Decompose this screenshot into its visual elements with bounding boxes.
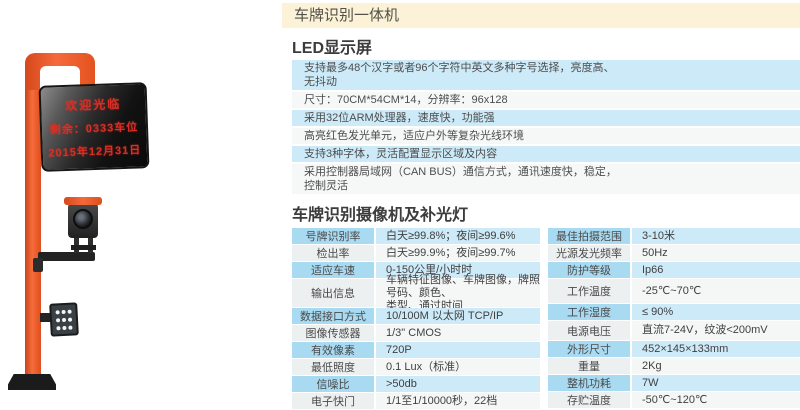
spec-value: 720P [376,342,540,358]
fill-light-led-dot [62,325,67,330]
page-title: 车牌识别一体机 [282,3,800,28]
camera-spec-table: 号牌识别率 白天≥99.8%；夜间≥99.6% 检出率 白天≥99.9%；夜间≥… [292,228,540,410]
fill-light-led-dot [68,317,73,322]
spec-value: 1/1至1/10000秒，22档 [376,393,540,409]
spec-value: 7W [632,375,800,391]
spec-label: 最低照度 [292,359,376,375]
led-feature-row: 采用32位ARM处理器，速度快，功能强 [292,110,800,128]
spec-label: 存贮温度 [548,392,632,408]
spec-label: 重量 [548,358,632,374]
spec-row: 工作湿度 ≤ 90% [548,304,800,321]
camera-sunshade-cap [64,197,102,205]
camera-bracket-arm [38,252,95,261]
spec-row: 防护等级 Ip66 [548,262,800,279]
spec-value: 452×145×133mm [632,341,800,357]
spec-row: 电子快门 1/1至1/10000秒，22档 [292,393,540,410]
spec-value: 白天≥99.9%；夜间≥99.7% [376,245,540,261]
spec-row: 信噪比 >50db [292,376,540,393]
spec-row: 外形尺寸 452×145×133mm [548,341,800,358]
light-spec-table: 最佳拍摄范围 3-10米 光源发光频率 50Hz 防护等级 Ip66 工作温度 … [548,228,800,409]
spec-value: 直流7-24V，纹波<200mV [632,321,800,340]
fill-light-led-dot [55,309,60,314]
spec-row: 存贮温度 -50℃~120℃ [548,392,800,409]
spec-value: 50Hz [632,245,800,261]
spec-value: 白天≥99.8%；夜间≥99.6% [376,228,540,244]
spec-value: >50db [376,376,540,392]
fill-light-led-dot [55,317,60,322]
spec-row: 光源发光频率 50Hz [548,245,800,262]
spec-value: Ip66 [632,262,800,278]
led-display-line-3: 2015年12月31日 [48,143,142,160]
led-display-line-1: 欢迎光临 [64,96,122,113]
spec-row: 工作温度 -25℃~70℃ [548,279,800,304]
camera-lens [73,209,93,229]
spec-row: 图像传感器 1/3" CMOS [292,325,540,342]
fill-light-bracket [40,313,53,322]
spec-label: 电子快门 [292,393,376,409]
spec-value: 10/100M 以太网 TCP/IP [376,308,540,324]
fill-light-led-dot [67,309,73,314]
spec-label: 光源发光频率 [548,245,632,261]
spec-label: 输出信息 [292,279,376,307]
spec-row: 整机功耗 7W [548,375,800,392]
spec-row: 最低照度 0.1 Lux（标准） [292,359,540,376]
spec-label: 检出率 [292,245,376,261]
spec-row: 检出率 白天≥99.9%；夜间≥99.7% [292,245,540,262]
spec-value: ≤ 90% [632,304,800,320]
spec-label: 工作温度 [548,279,632,303]
led-display-line-2: 剩余：0333车位 [49,120,139,137]
fill-light-led-dot [61,317,67,322]
camera-mount-leg [88,236,93,253]
spec-row: 号牌识别率 白天≥99.8%；夜间≥99.6% [292,228,540,245]
led-feature-row: 采用控制器局域网（CAN BUS）通信方式，通讯速度快，稳定， 控制灵活 [292,164,800,196]
device-base [8,374,56,390]
spec-value: 1/3" CMOS [376,325,540,341]
led-feature-row: 支持最多48个汉字或者96个字符中英文多种字号选择，亮度高、 无抖动 [292,60,800,92]
spec-row: 适应车速 0-150公里/小时时 [292,262,540,279]
spec-label: 数据接口方式 [292,308,376,324]
led-feature-row: 尺寸：70CM*54CM*14，分辨率：96x128 [292,92,800,110]
spec-label: 工作湿度 [548,304,632,320]
spec-label: 号牌识别率 [292,228,376,244]
spec-row: 输出信息 车辆特征图像、车牌图像，牌照号码、颜色、 类型、通过时间 [292,274,540,312]
spec-value: 车辆特征图像、车牌图像，牌照号码、颜色、 类型、通过时间 [376,274,540,312]
spec-value: 2Kg [632,358,800,374]
spec-row: 有效像素 720P [292,342,540,359]
spec-label: 防护等级 [548,262,632,278]
led-display: 欢迎光临 剩余：0333车位 2015年12月31日 [38,82,150,172]
spec-row: 数据接口方式 10/100M 以太网 TCP/IP [292,308,540,325]
spec-value: 3-10米 [632,228,800,244]
spec-label: 整机功耗 [548,375,632,391]
fill-light-led-dot [68,325,73,330]
camera-section-title: 车牌识别摄像机及补光灯 [292,207,469,224]
led-feature-row: 高亮红色发光单元，适应户外等复杂光线环境 [292,128,800,146]
spec-row: 重量 2Kg [548,358,800,375]
camera-mount-crossbar [71,245,96,250]
spec-value: -25℃~70℃ [632,279,800,303]
spec-label: 图像传感器 [292,325,376,341]
spec-row: 最佳拍摄范围 3-10米 [548,228,800,245]
spec-label: 有效像素 [292,342,376,358]
spec-value: 0-150公里/小时时 [376,262,540,278]
spec-value: 0.1 Lux（标准） [376,359,540,375]
led-section-title: LED显示屏 [292,40,373,57]
product-photo: 欢迎光临 剩余：0333车位 2015年12月31日 [0,0,282,409]
spec-label: 外形尺寸 [548,341,632,357]
fill-light-led-dot [55,325,61,330]
fill-light-panel [49,302,79,337]
device-pole [25,90,41,378]
spec-row: 电源电压 直流7-24V，纹波<200mV [548,321,800,341]
led-feature-list: 支持最多48个汉字或者96个字符中英文多种字号选择，亮度高、 无抖动 尺寸：70… [292,60,800,196]
fill-light-led-dot [61,309,66,314]
camera-bracket-tab [33,258,43,272]
spec-label: 最佳拍摄范围 [548,228,632,244]
spec-label: 信噪比 [292,376,376,392]
spec-label: 电源电压 [548,321,632,340]
spec-value: -50℃~120℃ [632,392,800,408]
led-feature-row: 支持3种字体，灵活配置显示区域及内容 [292,146,800,164]
spec-label: 适应车速 [292,262,376,278]
camera-mount-leg [74,236,79,253]
